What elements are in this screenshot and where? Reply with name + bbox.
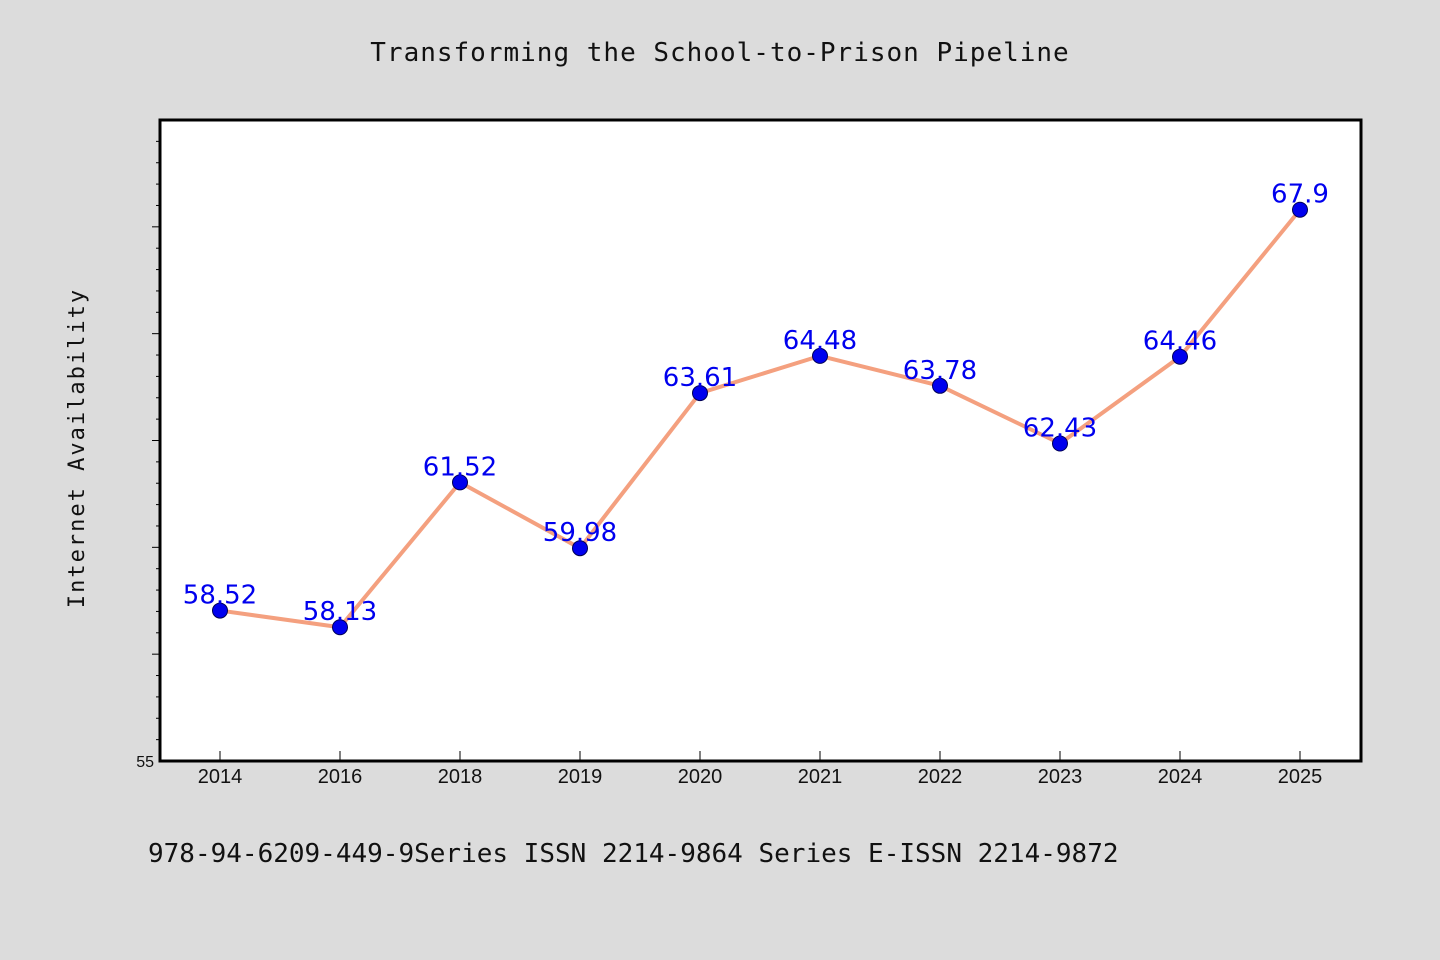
y-tick-label: 55 — [136, 754, 154, 771]
data-point — [452, 474, 468, 491]
data-label: 61.52 — [423, 452, 497, 482]
data-point — [812, 347, 828, 364]
x-tick-label: 2018 — [438, 766, 483, 788]
data-point — [212, 602, 228, 619]
data-point — [932, 377, 948, 394]
footer-isbn-text: 978-94-6209-449-9Series ISSN 2214-9864 S… — [148, 839, 1119, 869]
x-axis-ticks: 2014 2016 2018 2019 2020 2021 2022 2023 2024 2025 — [198, 751, 1323, 788]
x-tick-label: 2014 — [198, 766, 243, 788]
y-axis-label: Internet Availability — [65, 288, 90, 608]
x-tick-label: 2025 — [1278, 766, 1323, 788]
series-line — [218, 207, 1302, 630]
x-tick-label: 2020 — [678, 766, 723, 788]
data-label: 58.52 — [183, 581, 257, 611]
data-label: 63.61 — [663, 363, 737, 393]
data-label: 58.13 — [303, 597, 377, 627]
data-label: 67.9 — [1271, 180, 1329, 210]
data-label: 64.46 — [1143, 327, 1217, 357]
x-tick-label: 2022 — [918, 766, 963, 788]
x-tick-label: 2021 — [798, 766, 843, 788]
data-label: 64.48 — [783, 326, 857, 356]
data-point — [332, 619, 348, 636]
data-label: 63.78 — [903, 356, 977, 386]
x-tick-label: 2016 — [318, 766, 363, 788]
data-point — [692, 385, 708, 402]
data-point — [1172, 348, 1188, 365]
plot-area — [158, 118, 1363, 763]
series-layer: 58.52 58.13 61.52 59.98 63.61 64.48 63.78 62.43… — [183, 180, 1329, 636]
data-label: 59.98 — [543, 518, 617, 548]
data-point — [1292, 201, 1308, 218]
y-axis-ticks: 55 — [136, 140, 160, 771]
data-label: 62.43 — [1023, 413, 1097, 443]
data-point — [1052, 435, 1068, 452]
x-tick-label: 2019 — [558, 766, 603, 788]
x-tick-label: 2024 — [1158, 766, 1203, 788]
data-point — [572, 540, 588, 557]
x-tick-label: 2023 — [1038, 766, 1083, 788]
chart-title: Transforming the School-to-Prison Pipeli… — [370, 38, 1069, 68]
